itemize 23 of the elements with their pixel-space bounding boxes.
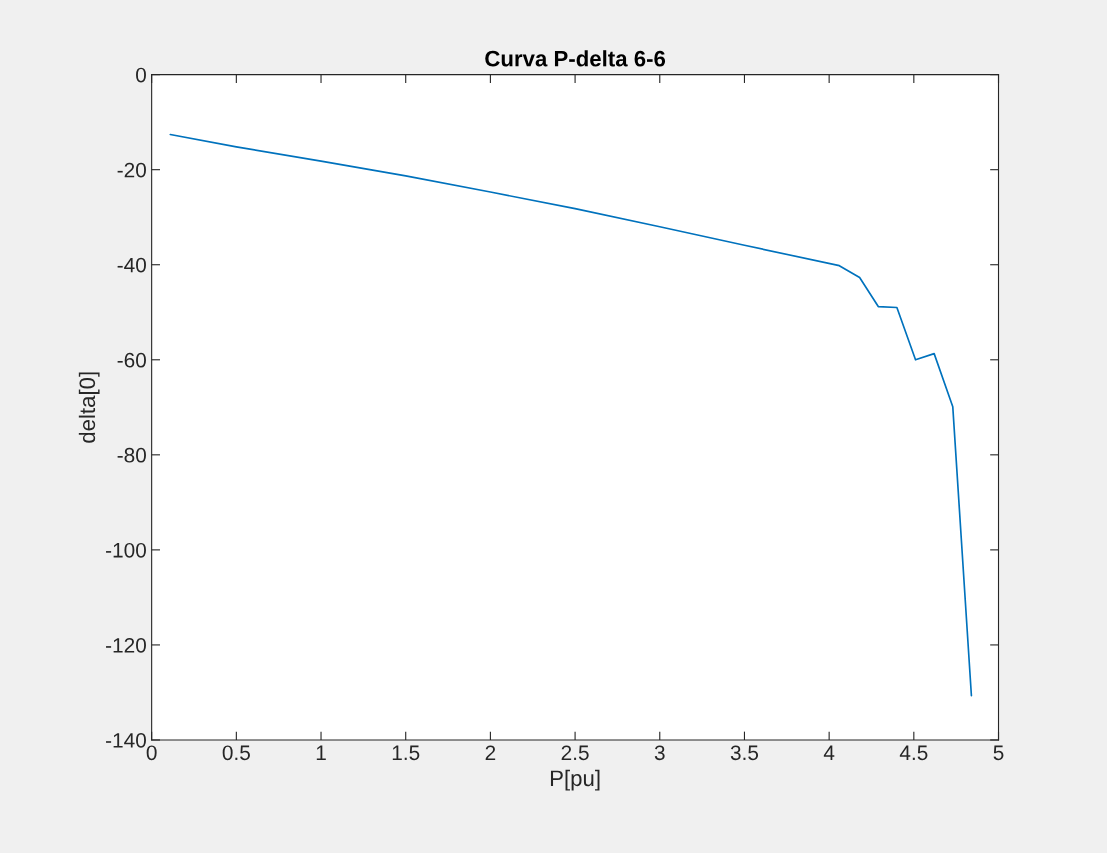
x-tick-label: 3	[654, 745, 665, 761]
y-tick-label: -60	[117, 352, 146, 368]
x-tick-label: 0.5	[222, 745, 250, 761]
y-tick-label: -100	[106, 542, 146, 558]
y-axis-title: delta[0]	[78, 372, 100, 443]
x-tick-label: 3.5	[730, 745, 759, 761]
y-tick-label: -120	[106, 637, 146, 653]
x-tick-label: 4.5	[899, 745, 928, 761]
x-axis-title: P[pu]	[550, 769, 600, 791]
y-tick-label: -20	[117, 162, 146, 178]
x-tick-label: 5	[993, 745, 1004, 761]
y-tick-label: 0	[136, 67, 146, 83]
x-tick-label: 0	[146, 745, 157, 761]
x-tick-label: 4	[823, 745, 835, 760]
y-tick-label: -80	[117, 447, 146, 463]
chart-title: Curva P-delta 6-6	[485, 50, 666, 67]
y-tick-label: -40	[117, 257, 146, 273]
x-tick-label: 1	[316, 745, 326, 760]
x-tick-label: 1.5	[392, 745, 420, 761]
x-tick-label: 2	[485, 745, 496, 760]
y-tick-label: -140	[106, 732, 146, 748]
x-tick-label: 2.5	[561, 745, 589, 761]
line-series	[169, 133, 973, 697]
